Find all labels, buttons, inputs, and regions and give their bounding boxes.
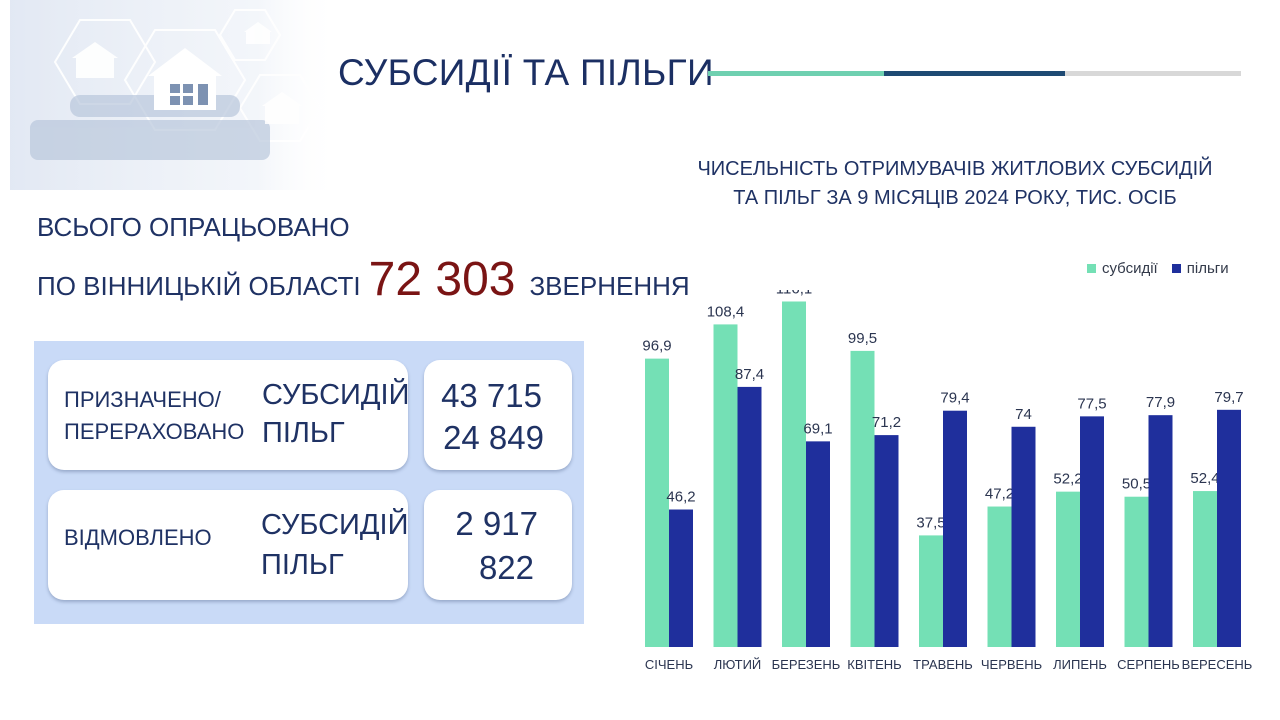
x-tick-label-7: СЕРПЕНЬ (1117, 657, 1180, 672)
legend-swatch-subsidies (1087, 264, 1096, 273)
data-label-benefits-5: 74 (1015, 406, 1032, 423)
bar-subsidies-4 (919, 535, 943, 647)
chart-legend: субсидії пільги (1087, 260, 1229, 277)
bar-benefits-6 (1080, 416, 1104, 647)
bar-benefits-0 (669, 509, 693, 647)
legend-swatch-benefits (1171, 264, 1181, 273)
data-label-subsidies-1: 108,4 (707, 303, 745, 320)
refused-label: ВІДМОВЛЕНО (64, 525, 212, 550)
x-tick-label-5: ЧЕРВЕНЬ (981, 657, 1042, 672)
x-tick-label-4: ТРАВЕНЬ (913, 657, 973, 672)
assigned-card: ПРИЗНАЧЕНО/ ПЕРЕРАХОВАНО СУБСИДІЙ ПІЛЬГ (48, 360, 410, 470)
x-tick-label-6: ЛИПЕНЬ (1053, 657, 1107, 672)
assigned-label-line2: ПЕРЕРАХОВАНО (64, 419, 245, 444)
bar-subsidies-8 (1193, 491, 1217, 647)
x-tick-label-8: ВЕРЕСЕНЬ (1182, 657, 1253, 672)
page-title: СУБСИДІЇ ТА ПІЛЬГИ (338, 52, 714, 93)
bar-subsidies-5 (987, 506, 1012, 647)
summary-heading: ВСЬОГО ОПРАЦЬОВАНО (37, 212, 350, 242)
title-rule-navy (884, 71, 1065, 76)
assigned-type-benefits: ПІЛЬГ (262, 417, 345, 449)
data-label-subsidies-3: 99,5 (848, 330, 877, 347)
summary-region: ПО ВІННИЦЬКІЙ ОБЛАСТІ (37, 271, 361, 301)
bar-subsidies-7 (1124, 496, 1149, 647)
data-label-benefits-0: 46,2 (666, 489, 695, 506)
title-rule-mint (708, 71, 884, 76)
bar-subsidies-0 (645, 358, 669, 647)
bar-benefits-8 (1217, 409, 1241, 647)
chart-title: ЧИСЕЛЬНІСТЬ ОТРИМУВАЧІВ ЖИТЛОВИХ СУБСИДІ… (620, 155, 1280, 213)
data-label-subsidies-6: 52,2 (1053, 471, 1082, 488)
x-tick-label-3: КВІТЕНЬ (847, 657, 901, 672)
bar-benefits-1 (737, 386, 762, 647)
data-label-subsidies-7: 50,5 (1122, 476, 1151, 493)
x-tick-label-0: СІЧЕНЬ (645, 657, 693, 672)
legend-label-subsidies: субсидії (1102, 260, 1158, 277)
title-rule-gray (1065, 71, 1241, 76)
data-label-benefits-3: 71,2 (872, 414, 901, 431)
refused-type-benefits: ПІЛЬГ (261, 549, 344, 581)
summary-total-number: 72 303 (368, 253, 516, 306)
data-label-subsidies-8: 52,4 (1190, 470, 1219, 487)
data-label-subsidies-2: 116,1 (776, 290, 812, 297)
bar-benefits-7 (1148, 415, 1173, 647)
x-tick-label-2: БЕРЕЗЕНЬ (772, 657, 841, 672)
refused-card: ВІДМОВЛЕНО СУБСИДІЙ ПІЛЬГ (48, 490, 408, 600)
refused-subsidies-value: 2 917 (455, 505, 538, 542)
assigned-subsidies-value: 43 715 (441, 377, 542, 414)
summary-unit: ЗВЕРНЕННЯ (529, 271, 690, 301)
bar-subsidies-6 (1056, 491, 1080, 647)
bar-benefits-2 (806, 441, 830, 647)
refused-type-subsidies: СУБСИДІЙ (261, 509, 409, 541)
bar-subsidies-3 (850, 350, 875, 647)
assigned-benefits-value: 24 849 (443, 419, 544, 456)
data-label-benefits-8: 79,7 (1214, 389, 1243, 406)
assigned-label-line1: ПРИЗНАЧЕНО/ (64, 387, 221, 412)
data-label-benefits-1: 87,4 (735, 366, 764, 383)
assigned-values-card: 43 715 24 849 (424, 360, 572, 470)
data-label-benefits-2: 69,1 (803, 420, 832, 437)
data-label-benefits-7: 77,9 (1146, 394, 1175, 411)
summary-total-line: ПО ВІННИЦЬКІЙ ОБЛАСТІ 72 303 ЗВЕРНЕННЯ (37, 252, 690, 306)
data-label-subsidies-4: 37,5 (916, 514, 945, 531)
refused-values-card: 2 917 822 (424, 490, 572, 600)
refused-benefits-value: 822 (478, 549, 534, 586)
bar-benefits-4 (943, 410, 967, 647)
housing-illustration (10, 0, 340, 190)
chart-title-line2: ТА ПІЛЬГ ЗА 9 МІСЯЦІВ 2024 РОКУ, ТИС. ОС… (733, 187, 1177, 209)
data-label-benefits-6: 77,5 (1077, 395, 1106, 412)
legend-label-benefits: пільги (1186, 260, 1229, 277)
bar-subsidies-2 (782, 301, 806, 647)
data-label-benefits-4: 79,4 (940, 390, 969, 407)
chart-title-line1: ЧИСЕЛЬНІСТЬ ОТРИМУВАЧІВ ЖИТЛОВИХ СУБСИДІ… (697, 158, 1213, 180)
data-label-subsidies-5: 47,2 (985, 486, 1014, 503)
x-tick-label-1: ЛЮТИЙ (714, 657, 762, 672)
bar-subsidies-1 (713, 324, 738, 647)
assigned-type-subsidies: СУБСИДІЙ (262, 379, 410, 411)
bar-chart: 96,9 46,2 СІЧЕНЬ 108,4 87,4 ЛЮТИЙ 116,1 69,1 БЕР… (642, 290, 1253, 672)
data-label-subsidies-0: 96,9 (642, 338, 671, 355)
bar-benefits-5 (1011, 426, 1036, 647)
bar-benefits-3 (874, 435, 899, 647)
